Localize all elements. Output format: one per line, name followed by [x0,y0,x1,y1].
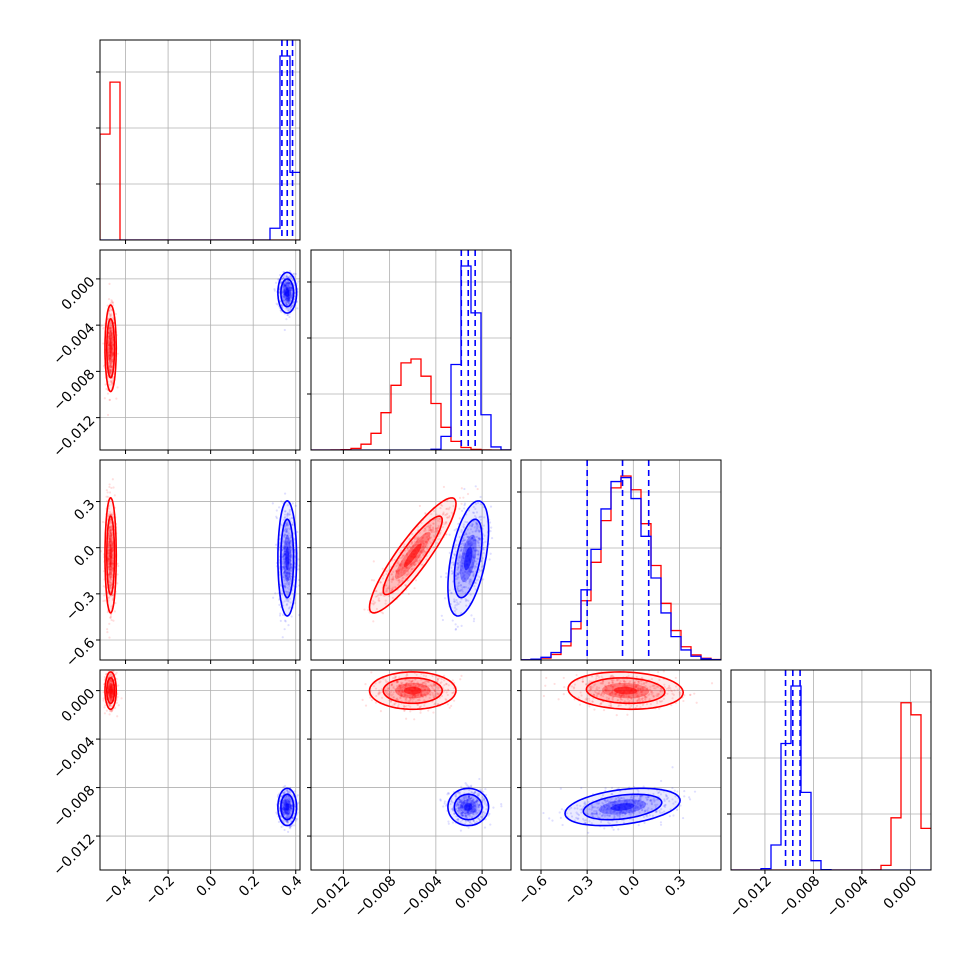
panel-2-1 [307,459,512,664]
histogram-blue [100,55,300,240]
histogram-red [100,81,300,240]
panel-frame [99,459,301,661]
panel-0-0 [96,39,301,244]
contour-blue [464,803,473,811]
contour-blue [285,803,290,811]
x-tick-label: −0.004 [824,873,872,921]
contour-red [109,339,112,358]
histogram-blue [731,685,931,870]
panel-frame [520,669,722,871]
panel-3-1 [307,669,512,874]
contour-blue [285,546,290,571]
y-tick-label: 0.000 [59,274,99,314]
y-tick-label: −0.008 [50,366,98,414]
x-tick-label: 0.000 [452,873,492,913]
y-tick-label: 0.0 [71,543,98,570]
panel-frame [310,249,512,451]
x-tick-label: 0.2 [236,873,263,900]
x-tick-label: −0.3 [562,873,597,908]
histogram-blue [311,265,511,450]
x-tick-label: −0.004 [398,873,446,921]
x-tick-label: −0.4 [100,873,135,908]
x-tick-label: 0.4 [279,873,306,900]
panel-3-0 [96,669,301,874]
y-tick-label: −0.012 [50,831,98,879]
panel-2-2 [517,459,722,664]
x-tick-label: −0.2 [143,873,178,908]
y-tick-label: −0.012 [50,413,98,461]
contour-blue [285,288,290,297]
panel-frame [730,669,932,871]
y-tick-label: −0.004 [50,734,98,782]
histogram-red [731,702,931,870]
contour-blue [464,546,473,571]
y-tick-label: 0.3 [71,497,98,524]
x-tick-label: −0.6 [516,873,551,908]
x-tick-label: −0.012 [727,873,775,921]
y-tick-label: 0.000 [59,686,99,726]
panel-frame [520,459,722,661]
y-tick-label: −0.3 [63,589,98,624]
panel-1-0 [96,249,301,454]
x-tick-label: −0.008 [775,873,823,921]
panel-frame [99,669,301,871]
panel-1-1 [307,249,512,454]
scatter-blue [542,766,697,834]
panel-frame [99,249,301,451]
x-tick-label: 0.3 [662,873,689,900]
y-tick-label: −0.6 [63,635,98,670]
histogram-blue [521,476,721,660]
contour-red [403,543,422,568]
contour-blue [610,803,635,811]
x-tick-label: −0.008 [352,873,400,921]
y-tick-label: −0.008 [50,783,98,831]
y-tick-label: −0.004 [50,320,98,368]
panel-3-3 [727,669,932,874]
contour-red [109,543,112,568]
panel-2-0 [96,459,301,664]
panel-frame [310,669,512,871]
x-tick-label: −0.012 [305,873,353,921]
x-tick-label: 0.000 [881,873,921,913]
x-tick-label: 0.0 [193,873,220,900]
panel-3-2 [517,669,722,874]
panel-frame [99,39,301,241]
x-tick-label: 0.0 [616,873,643,900]
contour-red [613,686,638,695]
contour-red [403,686,422,695]
histogram-red [521,475,721,660]
panel-frame [310,459,512,661]
contour-red [109,686,112,695]
